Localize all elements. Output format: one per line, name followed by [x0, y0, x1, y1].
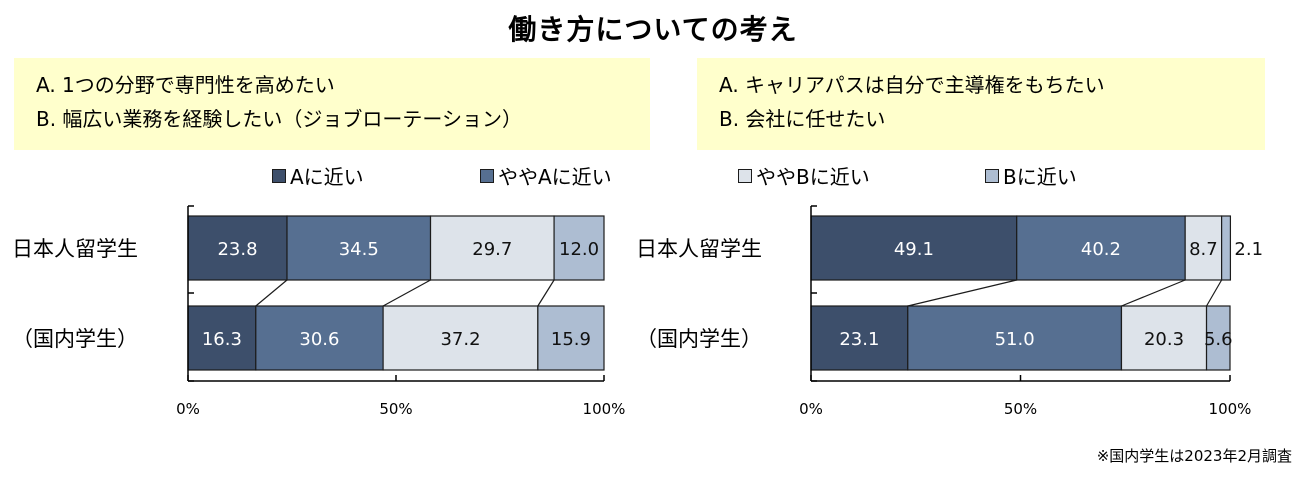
category-label-2-2: （国内学生）: [636, 327, 762, 351]
question-b-right: B. 会社に任せたい: [719, 107, 886, 131]
legend-item-b: Bに近い: [985, 162, 1077, 192]
x-tick-label-2-2: 50%: [1004, 400, 1037, 418]
x-tick-label-1-1: 0%: [176, 400, 200, 418]
question-box-left: A. 1つの分野で専門性を高めたい B. 幅広い業務を経験したい（ジョブローテー…: [14, 58, 650, 150]
question-a-right: A. キャリアパスは自分で主導権をもちたい: [719, 73, 1105, 97]
bar-2-1-3: [1184, 215, 1223, 281]
bar-2-2-4: [1205, 305, 1231, 371]
value-label-2-1-2: 40.2: [1081, 239, 1121, 260]
value-label-2-1-1: 49.1: [894, 239, 934, 260]
footnote: ※国内学生は2023年2月調査: [1096, 447, 1292, 465]
value-label-2-2-4: 5.6: [1204, 329, 1233, 350]
legend-label-slightly-a: ややAに近い: [498, 165, 612, 189]
value-label-2-1-4: 2.1: [1234, 239, 1263, 260]
bar-2-1-1: [810, 215, 1018, 281]
legend-label-a: Aに近い: [290, 165, 364, 189]
x-tick-label-1-2: 50%: [379, 400, 412, 418]
series-line-2-3: [1206, 279, 1223, 307]
x-tick-label-2-1: 0%: [799, 400, 823, 418]
category-label-1-1: 日本人留学生: [12, 237, 138, 261]
bar-1-1-3: [429, 215, 555, 281]
series-line-1-1: [255, 279, 288, 307]
bar-2-2-3: [1120, 305, 1208, 371]
legend-item-slightly-a: ややAに近い: [480, 162, 612, 192]
question-b-left: B. 幅広い業務を経験したい（ジョブローテーション）: [36, 107, 523, 131]
value-label-1-1-2: 34.5: [339, 239, 379, 260]
legend-swatch-slightly-b: [738, 169, 752, 183]
value-label-1-2-2: 30.6: [299, 329, 339, 350]
x-tick-label-1-3: 100%: [583, 400, 626, 418]
x-tick-label-2-3: 100%: [1209, 400, 1252, 418]
series-line-2-1: [907, 279, 1017, 307]
series-line-2-2: [1121, 279, 1186, 307]
question-box-right: A. キャリアパスは自分で主導権をもちたい B. 会社に任せたい: [697, 58, 1265, 150]
legend-label-slightly-b: ややBに近い: [756, 165, 870, 189]
bar-2-1-4: [1221, 215, 1232, 281]
legend-swatch-b: [985, 169, 999, 183]
bar-2-2-2: [907, 305, 1123, 371]
question-a-left: A. 1つの分野で専門性を高めたい: [36, 73, 335, 97]
legend-swatch-a: [272, 169, 286, 183]
value-label-1-2-1: 16.3: [202, 329, 242, 350]
bar-2-1-2: [1016, 215, 1186, 281]
bar-1-1-4: [553, 215, 605, 281]
legend-label-b: Bに近い: [1003, 165, 1077, 189]
bar-2-2-1: [810, 305, 909, 371]
value-label-1-1-1: 23.8: [217, 239, 257, 260]
series-line-1-3: [537, 279, 555, 307]
legend-swatch-slightly-a: [480, 169, 494, 183]
bar-1-2-4: [537, 305, 605, 371]
value-label-1-1-3: 29.7: [472, 239, 512, 260]
value-label-1-2-4: 15.9: [551, 329, 591, 350]
value-label-1-1-4: 12.0: [559, 239, 599, 260]
value-label-2-1-3: 8.7: [1189, 239, 1218, 260]
value-label-2-2-2: 51.0: [995, 329, 1035, 350]
legend: Aに近い ややAに近い ややBに近い Bに近い: [0, 162, 1306, 192]
category-label-1-2: （国内学生）: [12, 327, 138, 351]
bar-1-1-2: [286, 215, 432, 281]
legend-item-a: Aに近い: [272, 162, 364, 192]
bar-1-1-1: [187, 215, 288, 281]
category-label-2-1: 日本人留学生: [636, 237, 762, 261]
bar-1-2-1: [187, 305, 257, 371]
value-label-1-2-3: 37.2: [440, 329, 480, 350]
legend-item-slightly-b: ややBに近い: [738, 162, 870, 192]
value-label-2-2-1: 23.1: [839, 329, 879, 350]
value-label-2-2-3: 20.3: [1144, 329, 1184, 350]
series-line-1-2: [382, 279, 431, 307]
chart-title: 働き方についての考え: [508, 13, 798, 46]
